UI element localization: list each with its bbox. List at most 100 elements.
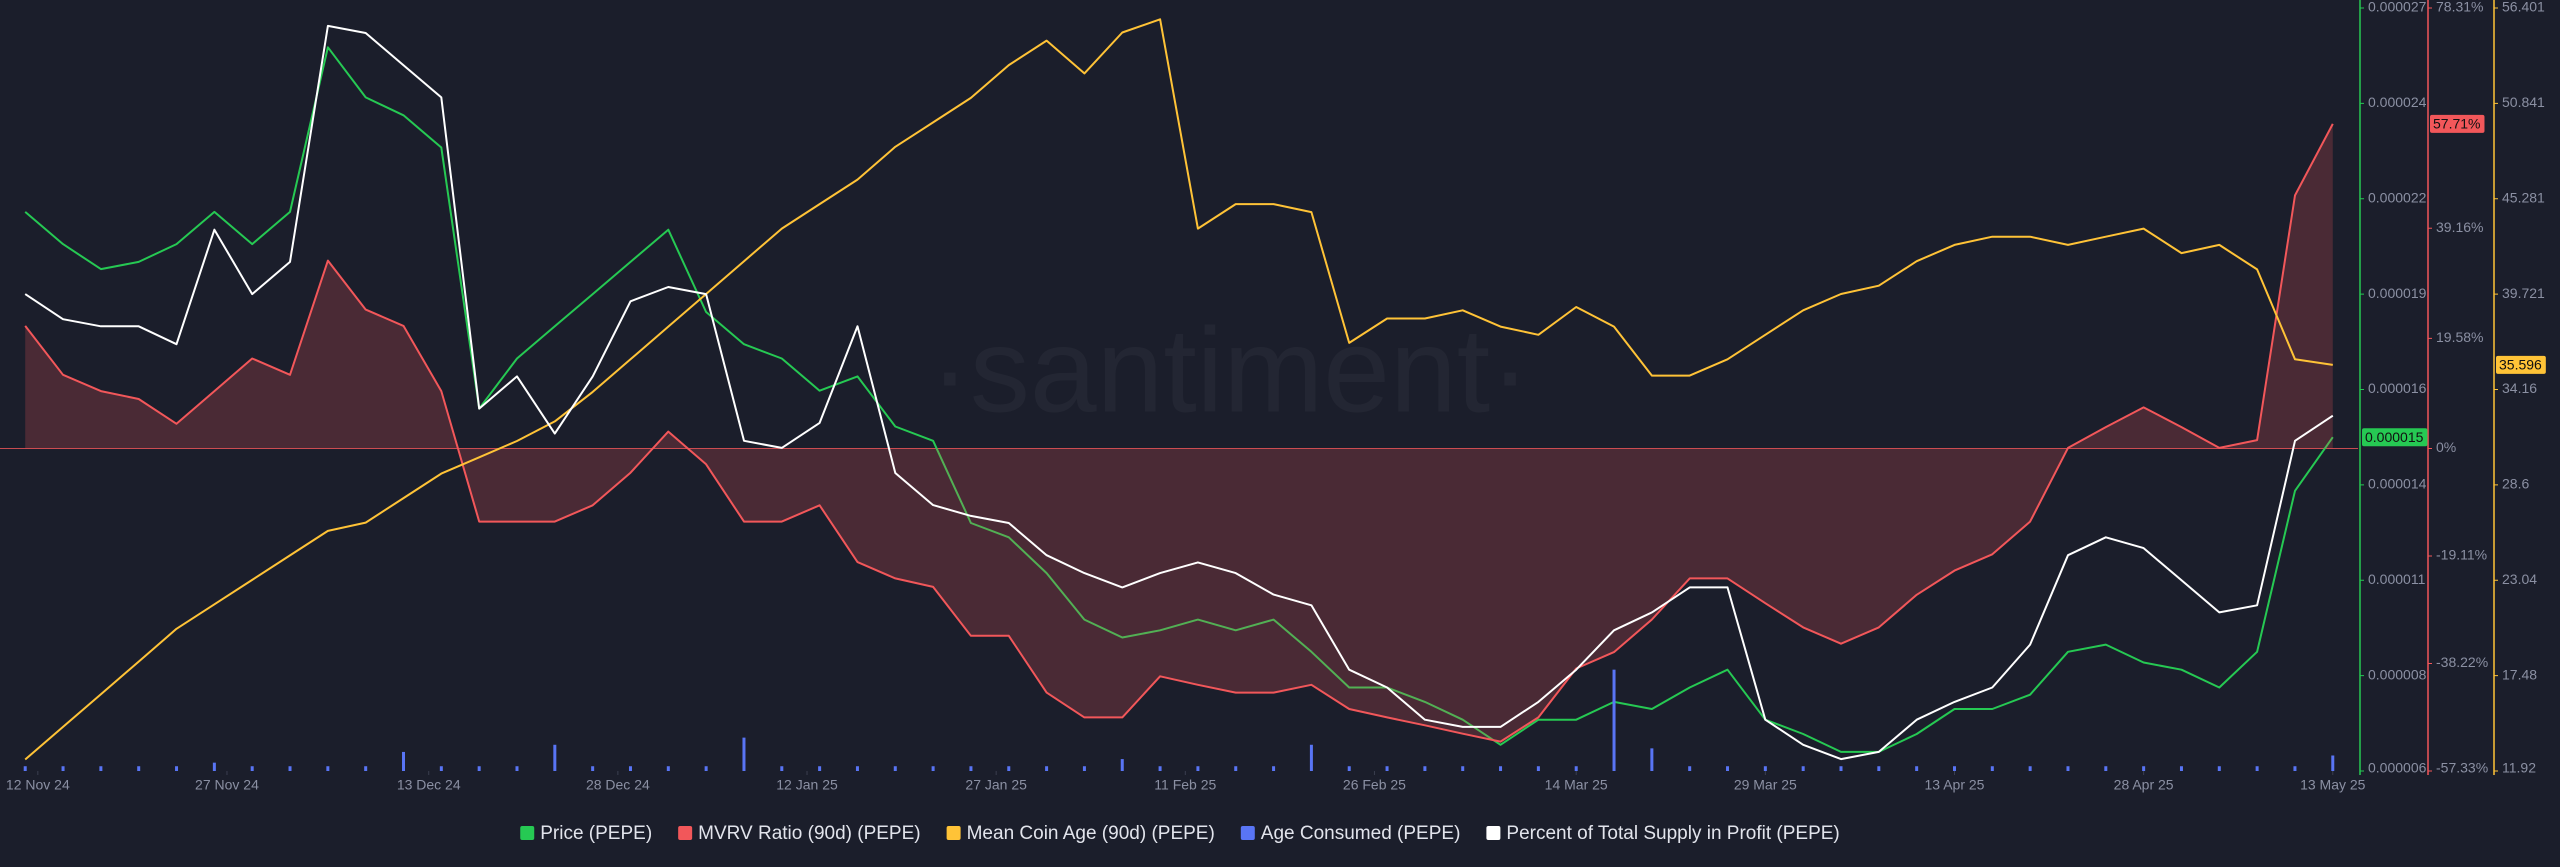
current-value-box [2362,428,2428,447]
bar [288,766,292,771]
current-value-label: 57.71% [2433,116,2480,132]
y-tick-label: 11.92 [2502,760,2536,776]
bar [1120,759,1124,771]
y-tick-label: -19.11% [2436,547,2487,563]
legend-label: MVRV Ratio (90d) (PEPE) [698,823,920,844]
y-tick-label: 0.000019 [2368,285,2427,301]
y-tick-label: 0.000027 [2368,0,2427,15]
current-value: 57.71% [2430,114,2485,133]
y-tick-label: 56.401 [2502,0,2545,15]
bar [1045,766,1049,771]
y-tick-label: 0.000016 [2368,380,2427,396]
y-tick-label: -57.33% [2436,760,2488,776]
bar [1990,766,1994,771]
x-tick-label: 11 Feb 25 [1154,777,1216,793]
current-value-label: 35.596 [2499,357,2542,373]
bar [515,766,519,771]
bar [2293,766,2297,771]
bar [2331,755,2335,771]
legend: Price (PEPE) MVRV Ratio (90d) (PEPE) Mean … [520,823,1840,844]
bar [61,766,65,771]
x-tick-label: 13 May 25 [2300,777,2366,793]
current-value-label: 0.000015 [2365,429,2424,445]
legend-swatch [520,826,535,840]
bar [1461,766,1465,771]
bar [1385,766,1389,771]
y-tick-label: 0.000006 [2368,760,2427,776]
line [24,123,2334,743]
current-value-box [2430,114,2485,133]
bar [742,737,746,771]
bar [2028,766,2032,771]
bar [2066,766,2070,771]
watermark: ·santiment· [930,304,1530,438]
y-tick-label: 23.04 [2502,571,2537,587]
line [24,18,2333,761]
current-value: 35.596 [2496,355,2546,374]
line [24,24,2334,761]
line [24,46,2334,753]
y-tick-label: 34.16 [2502,380,2537,396]
bar [1801,766,1805,771]
bar [1574,766,1578,771]
legend-swatch [1240,826,1255,840]
bar [250,766,254,771]
y-tick-label: 45.281 [2502,189,2545,205]
bar [1952,766,1956,771]
bar [1309,744,1313,771]
bar [666,766,670,771]
bar [1915,766,1919,771]
x-tick-label: 13 Dec 24 [397,777,461,793]
bar [364,766,368,771]
bar [1196,766,1200,771]
bar [1423,766,1427,771]
bar [818,766,822,771]
y-tick-label: 39.16% [2436,219,2483,235]
y-tick-label: 28.6 [2502,476,2529,492]
bar [893,766,897,771]
bar [1726,766,1730,771]
bar [326,766,330,771]
legend-swatch [678,826,693,840]
current-value: 0.000015 [2362,428,2428,447]
bar [402,751,406,771]
y-tick-label: 17.48 [2502,666,2537,682]
bar [704,766,708,771]
bar [137,766,141,771]
y-tick-label: 0.000024 [2368,94,2427,110]
y-tick-label: 0.000022 [2368,189,2427,205]
bar [1839,766,1843,771]
x-tick-label: 12 Nov 24 [6,777,70,793]
bar [1347,766,1351,771]
y-tick-label: 0.000008 [2368,666,2427,682]
bar [1007,766,1011,771]
x-tick-label: 13 Apr 25 [1925,777,1985,793]
bar [23,766,27,771]
bar [2255,766,2259,771]
bar [1536,766,1540,771]
area [25,123,2333,742]
x-tick-label: 12 Jan 25 [776,777,838,793]
legend-swatch [1486,826,1501,840]
bar [1650,748,1654,771]
y-tick-label: 39.721 [2502,285,2545,301]
legend-label: Mean Coin Age (90d) (PEPE) [967,823,1215,844]
bar [212,762,216,771]
x-tick-label: 26 Feb 25 [1343,777,1406,793]
bar [1234,766,1238,771]
bar [439,766,443,771]
bar [969,766,973,771]
current-value-box [2496,355,2546,374]
bar [2104,766,2108,771]
legend-label: Percent of Total Supply in Profit (PEPE) [1506,823,1839,844]
x-tick-label: 27 Nov 24 [195,777,259,793]
bar [1082,766,1086,771]
bar [1499,766,1503,771]
y-tick-label: 50.841 [2502,94,2545,110]
y-tick-label: 0% [2436,439,2456,455]
bar [553,744,557,771]
x-tick-label: 14 Mar 25 [1545,777,1608,793]
bar [175,766,179,771]
bar [1272,766,1276,771]
bar [1877,766,1881,771]
